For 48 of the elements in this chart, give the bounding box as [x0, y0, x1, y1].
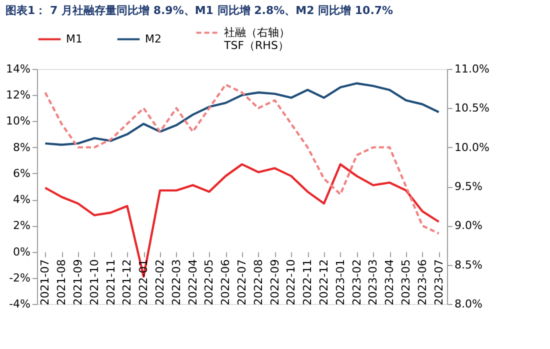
- y2-tick-label: 9.0%: [454, 219, 482, 232]
- x-tick-label: 2023-04: [383, 259, 396, 306]
- x-tick-label: 2023-01: [334, 259, 347, 306]
- x-tick-label: 2023-02: [350, 259, 364, 306]
- legend-label: M1: [66, 32, 82, 46]
- x-tick-label: 2021-07: [38, 259, 52, 306]
- y-tick-label: 10%: [6, 114, 30, 128]
- x-tick-label: 2021-10: [88, 259, 101, 306]
- y-tick-label: 12%: [6, 88, 30, 102]
- x-tick-label: 2022-06: [219, 259, 232, 306]
- y2-tick-label: 10.0%: [454, 140, 490, 154]
- x-tick-label: 2022-11: [301, 259, 314, 306]
- y-tick-label: -4%: [9, 298, 30, 310]
- y-tick-label: -2%: [9, 271, 30, 284]
- x-tick-label: 2022-07: [236, 259, 248, 306]
- x-tick-label: 2022-04: [186, 259, 200, 306]
- y2-tick-label: 8.5%: [454, 258, 482, 272]
- y-tick-label: 2%: [13, 219, 30, 232]
- x-tick-label: 2021-09: [72, 259, 84, 306]
- x-tick-label: 2023-06: [416, 259, 429, 306]
- x-tick-label: 2023-03: [366, 259, 380, 306]
- y-tick-label: 6%: [13, 166, 30, 180]
- x-tick-label: 2022-02: [154, 259, 166, 306]
- x-tick-label: 2021-12: [120, 259, 134, 306]
- line-series: [44, 82, 440, 146]
- y-tick-label: 8%: [13, 140, 30, 154]
- x-tick-label: 2022-12: [318, 259, 330, 306]
- x-tick-label: 2023-05: [400, 259, 412, 306]
- x-tick-label: 2022-08: [252, 259, 265, 306]
- x-tick-label: 2022-09: [268, 259, 282, 306]
- x-tick-label: 2021-08: [55, 259, 68, 306]
- x-tick-label: 2023-07: [432, 259, 446, 306]
- x-tick-label: 2022-10: [284, 259, 298, 306]
- legend-label: M2: [145, 32, 162, 46]
- y2-tick-label: 9.5%: [454, 180, 482, 193]
- y2-tick-label: 8.0%: [454, 298, 482, 310]
- legend-label: 社融（右轴） TSF（RHS）: [223, 26, 290, 52]
- x-tick-label: 2021-11: [104, 259, 118, 306]
- y-tick-label: 4%: [13, 193, 30, 206]
- y-tick-label: 14%: [6, 62, 30, 76]
- x-tick-label: 2022-03: [170, 259, 183, 306]
- line-series: [44, 84, 440, 235]
- y-tick-label: 0%: [13, 245, 30, 258]
- y2-tick-label: 10.5%: [454, 102, 490, 115]
- x-tick-label: 2022-01: [137, 259, 150, 306]
- y2-tick-label: 11.0%: [454, 62, 490, 76]
- chart-title: 图表1： 7 月社融存量同比增 8.9%、M1 同比增 2.8%、M2 同比增 10.7%: [6, 4, 394, 17]
- x-tick-label: 2022-05: [202, 259, 216, 306]
